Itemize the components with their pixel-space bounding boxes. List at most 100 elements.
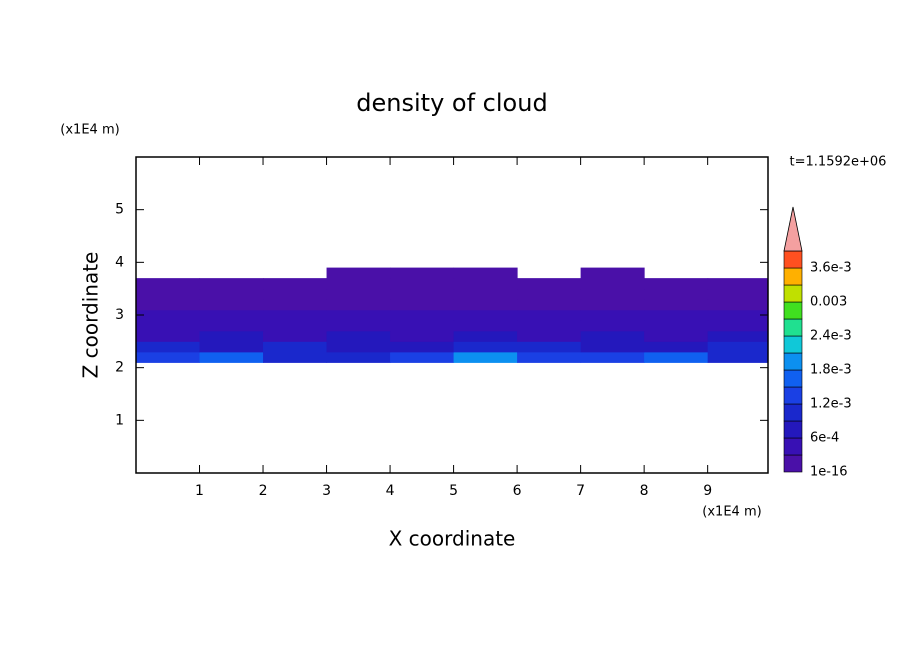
contour-cell xyxy=(644,299,709,311)
contour-cell xyxy=(263,278,328,290)
colorbar-box xyxy=(783,454,803,473)
contour-cell xyxy=(580,299,645,311)
contour-cell xyxy=(263,309,328,321)
contour-cell xyxy=(390,267,455,279)
x-tick-label: 6 xyxy=(513,483,522,499)
contour-cell xyxy=(580,330,645,342)
contour-cell xyxy=(517,278,582,290)
colorbar-box xyxy=(783,301,803,320)
colorbar-box xyxy=(783,420,803,439)
contour-cell xyxy=(326,341,391,353)
contour-cell xyxy=(326,320,391,332)
y-tick-label: 3 xyxy=(115,307,124,323)
contour-cell xyxy=(263,288,328,300)
contour-cell xyxy=(199,299,264,311)
contour-cell xyxy=(136,351,201,363)
contour-cell xyxy=(326,299,391,311)
contour-cell xyxy=(136,278,201,290)
colorbar-label: 0.003 xyxy=(810,295,847,310)
contour-cell xyxy=(453,299,518,311)
contour-cell xyxy=(517,320,582,332)
y-tick-label: 5 xyxy=(115,202,124,218)
x-tick-label: 9 xyxy=(703,483,712,499)
contour-cell xyxy=(136,341,201,353)
colorbar-box xyxy=(783,284,803,303)
contour-cell xyxy=(263,341,328,353)
contour-cell xyxy=(263,320,328,332)
contour-cell xyxy=(390,351,455,363)
contour-cell xyxy=(644,288,709,300)
contour-cell xyxy=(707,351,769,363)
contour-cell xyxy=(517,330,582,342)
colorbar-box xyxy=(783,318,803,337)
contour-cell xyxy=(517,288,582,300)
colorbar-label: 1e-16 xyxy=(810,465,848,480)
contour-cell xyxy=(453,341,518,353)
contour-cell xyxy=(263,330,328,342)
contour-cell xyxy=(199,278,264,290)
contour-cell xyxy=(199,341,264,353)
colorbar-box xyxy=(783,369,803,388)
colorbar-label: 1.8e-3 xyxy=(810,363,852,378)
contour-cell xyxy=(517,299,582,311)
contour-cell xyxy=(580,341,645,353)
contour-cell xyxy=(453,320,518,332)
contour-cell xyxy=(707,341,769,353)
contour-cell xyxy=(136,299,201,311)
contour-cell xyxy=(326,309,391,321)
y-label: Z coordinate xyxy=(79,252,103,379)
contour-cell xyxy=(453,351,518,363)
x-label: X coordinate xyxy=(389,527,516,551)
x-tick-label: 2 xyxy=(259,483,268,499)
x-tick-label: 7 xyxy=(576,483,585,499)
x-tick-label: 8 xyxy=(640,483,649,499)
contour-cell xyxy=(390,320,455,332)
time-annotation: t=1.1592e+06 xyxy=(790,155,887,170)
contour-cell xyxy=(453,267,518,279)
contour-cell xyxy=(199,351,264,363)
colorbar-box xyxy=(783,403,803,422)
y-tick-label: 4 xyxy=(115,254,124,270)
y-tick-label: 1 xyxy=(115,412,124,428)
contour-cell xyxy=(199,288,264,300)
contour-cell xyxy=(390,309,455,321)
contour-cell xyxy=(580,351,645,363)
contour-cell xyxy=(707,309,769,321)
contour-cell xyxy=(453,288,518,300)
contour-cell xyxy=(326,267,391,279)
contour-cell xyxy=(644,320,709,332)
contour-cell xyxy=(580,309,645,321)
contour-cell xyxy=(199,309,264,321)
colorbar-box xyxy=(783,335,803,354)
colorbar-box xyxy=(783,386,803,405)
contour-cell xyxy=(517,309,582,321)
colorbar-label: 3.6e-3 xyxy=(810,261,852,276)
contour-cell xyxy=(136,309,201,321)
contour-cell xyxy=(517,351,582,363)
colorbar-label: 6e-4 xyxy=(810,431,839,446)
contour-cell xyxy=(136,320,201,332)
contour-cell xyxy=(326,278,391,290)
contour-cell xyxy=(517,341,582,353)
contour-cell xyxy=(580,278,645,290)
x-tick-label: 5 xyxy=(449,483,458,499)
contour-cell xyxy=(453,330,518,342)
contour-cell xyxy=(326,351,391,363)
contour-cell xyxy=(580,267,645,279)
colorbar-label: 1.2e-3 xyxy=(810,397,852,412)
contour-cell xyxy=(326,330,391,342)
contour-cell xyxy=(453,309,518,321)
contour-cell xyxy=(580,320,645,332)
contour-cell xyxy=(644,309,709,321)
contour-cell xyxy=(707,330,769,342)
contour-cell xyxy=(390,330,455,342)
contour-cell xyxy=(390,341,455,353)
y-tick-label: 2 xyxy=(115,360,124,376)
x-tick-label: 1 xyxy=(195,483,204,499)
contour-cell xyxy=(263,299,328,311)
y-unit: (x1E4 m) xyxy=(60,123,119,138)
contour-cell xyxy=(453,278,518,290)
contour-cell xyxy=(136,288,201,300)
x-tick-label: 4 xyxy=(386,483,395,499)
